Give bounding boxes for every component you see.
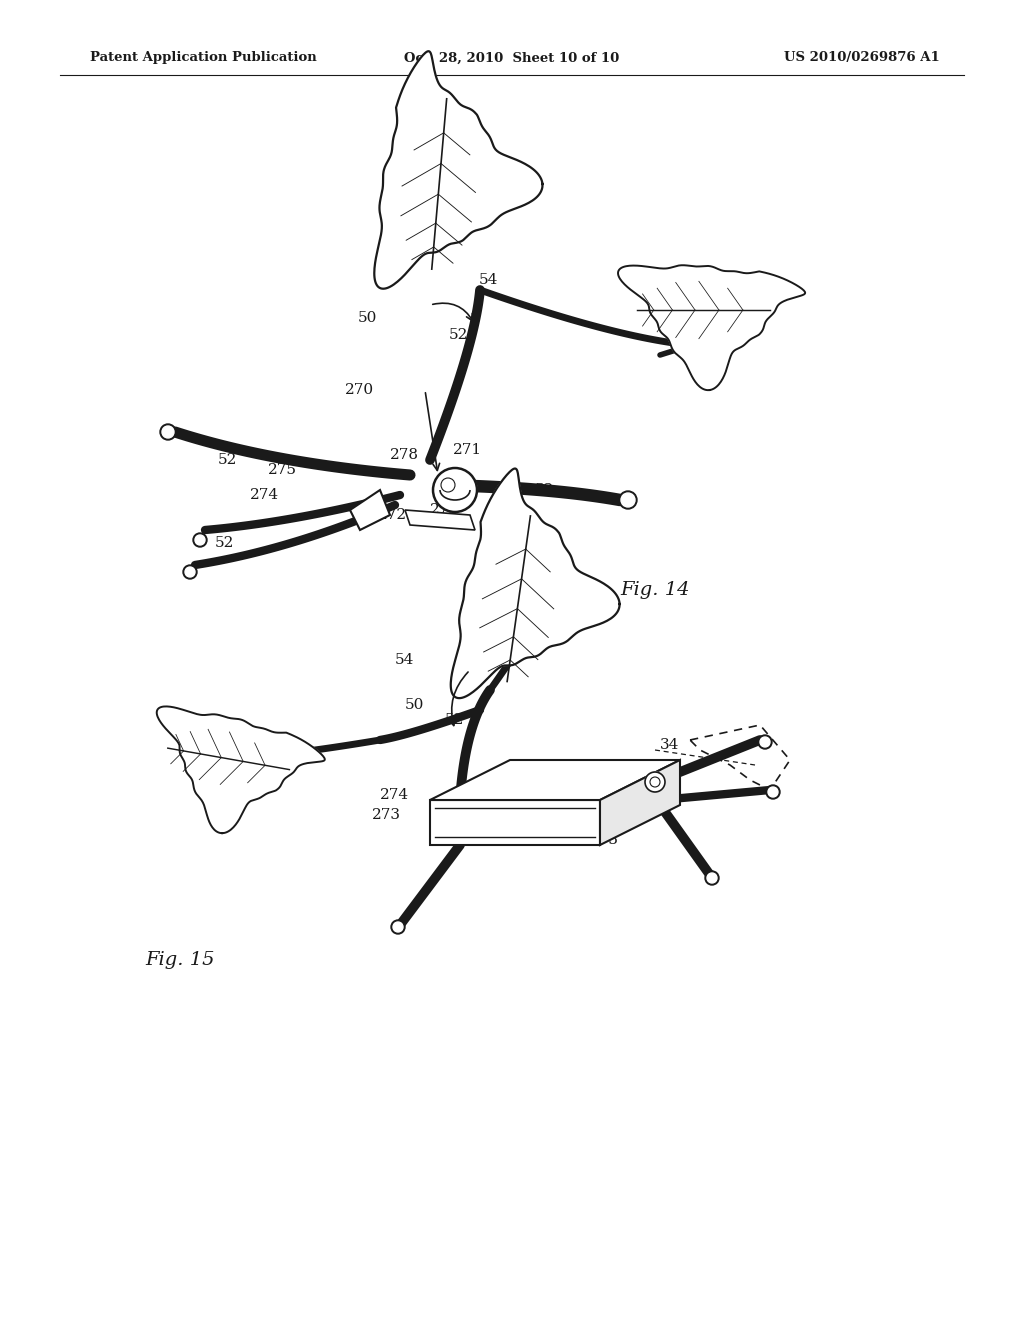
Circle shape (193, 533, 207, 546)
Text: 52: 52 (215, 536, 234, 550)
Text: 274: 274 (250, 488, 280, 502)
Text: 52: 52 (449, 327, 468, 342)
Circle shape (441, 478, 455, 492)
Text: 52: 52 (535, 483, 554, 498)
Text: 271: 271 (453, 444, 482, 457)
Circle shape (645, 772, 665, 792)
Polygon shape (430, 760, 680, 800)
Text: 54: 54 (395, 653, 415, 667)
Text: 273: 273 (430, 503, 459, 517)
Text: 52: 52 (218, 453, 238, 467)
Circle shape (618, 491, 637, 510)
Circle shape (766, 785, 780, 799)
Text: 50: 50 (358, 312, 378, 325)
Circle shape (195, 535, 205, 545)
Circle shape (758, 735, 772, 748)
Text: 281: 281 (620, 803, 649, 817)
Polygon shape (451, 469, 620, 698)
Text: 52: 52 (445, 713, 464, 727)
Polygon shape (618, 265, 805, 391)
Text: Fig. 14: Fig. 14 (620, 581, 689, 599)
Polygon shape (350, 490, 390, 531)
Text: 272: 272 (378, 508, 408, 521)
Circle shape (705, 871, 719, 884)
Text: 274: 274 (380, 788, 410, 803)
Circle shape (391, 920, 406, 935)
Text: 34: 34 (660, 738, 679, 752)
Polygon shape (157, 706, 325, 833)
Circle shape (183, 565, 197, 579)
Circle shape (707, 873, 717, 883)
Circle shape (185, 568, 195, 577)
Circle shape (393, 921, 403, 932)
Circle shape (760, 737, 770, 747)
Text: 275: 275 (268, 463, 297, 477)
Text: 270: 270 (345, 383, 374, 397)
Text: 50: 50 (406, 698, 424, 711)
Text: 273: 273 (590, 833, 618, 847)
Polygon shape (406, 510, 475, 531)
Text: Fig. 15: Fig. 15 (145, 950, 214, 969)
Circle shape (160, 424, 176, 440)
Circle shape (162, 426, 174, 438)
Text: 278: 278 (390, 447, 419, 462)
Text: Oct. 28, 2010  Sheet 10 of 10: Oct. 28, 2010 Sheet 10 of 10 (404, 51, 620, 65)
Text: Patent Application Publication: Patent Application Publication (90, 51, 316, 65)
Text: 273: 273 (372, 808, 401, 822)
Polygon shape (375, 51, 543, 289)
Polygon shape (600, 760, 680, 845)
Text: 54: 54 (479, 273, 499, 286)
Polygon shape (430, 800, 600, 845)
Circle shape (768, 787, 778, 797)
Circle shape (433, 469, 477, 512)
Text: US 2010/0269876 A1: US 2010/0269876 A1 (784, 51, 940, 65)
Circle shape (621, 492, 635, 507)
